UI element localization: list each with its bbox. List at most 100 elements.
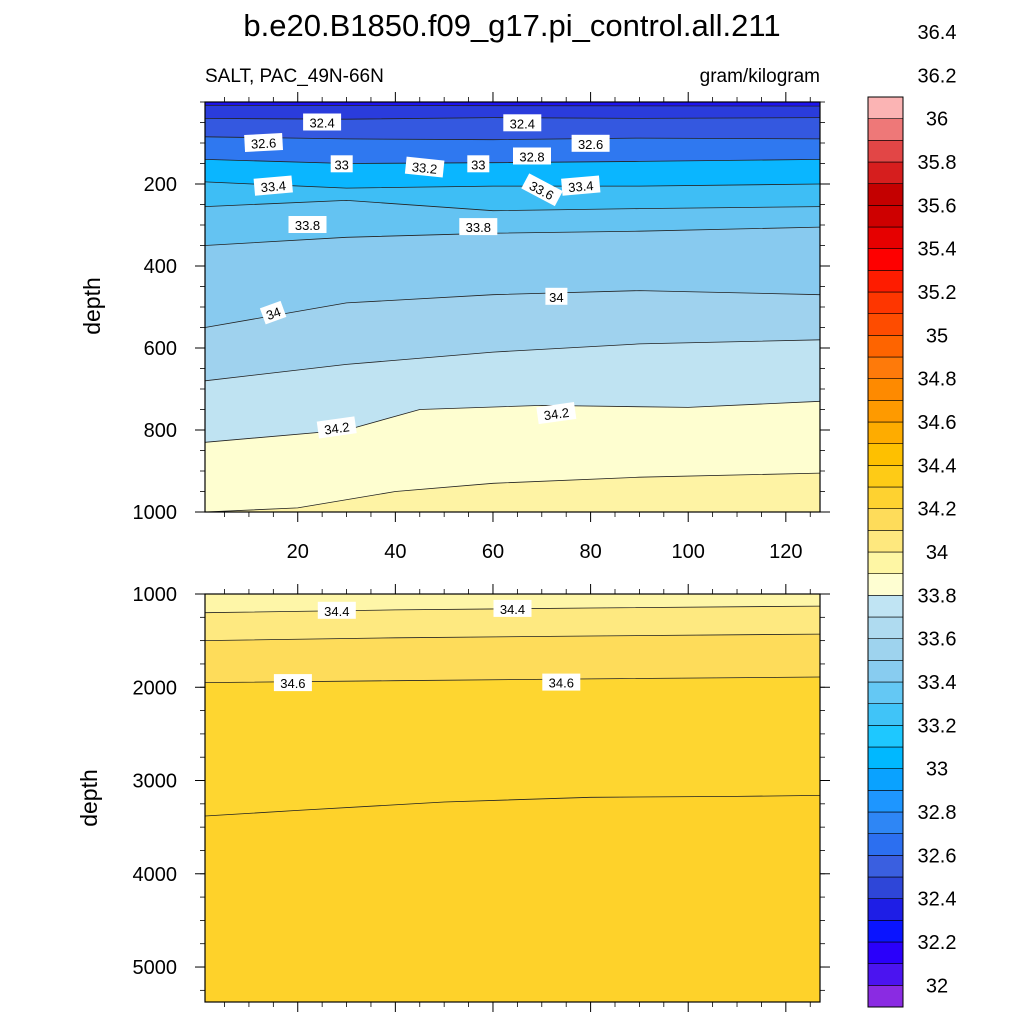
colorbar-tick-label: 35.4 [918,239,957,261]
colorbar-swatch [867,876,904,899]
colorbar-swatch [867,421,904,444]
colorbar-swatch [867,248,904,271]
upper-contour-label-text: 32.4 [510,116,535,131]
lower-y-tick-label: 5000 [133,957,178,979]
colorbar-swatch [867,205,904,228]
upper-contour-label: 33.2 [404,156,445,178]
colorbar-frame [867,96,904,1008]
upper-contour-label: 32.4 [503,114,542,132]
colorbar-swatch [867,790,904,813]
colorbar-tick-label: 36.2 [918,65,957,87]
colorbar-swatch [867,291,904,314]
colorbar-tick-label: 35.8 [918,152,957,174]
colorbar-tick-label: 32.4 [918,889,957,911]
colorbar-swatch [867,161,904,184]
upper-contour-label-text: 33 [471,157,485,172]
colorbar-swatch [867,465,904,488]
left-subtitle: SALT, PAC_49N-66N [205,66,384,87]
colorbar: 32 32.2 32.4 32.6 32.8 33 33.2 33.4 33.6 33.8 34 34… [867,22,957,1008]
colorbar-swatch [867,530,904,553]
upper-contour-label: 34.2 [316,416,357,439]
colorbar-swatch [867,335,904,358]
colorbar-swatch [867,226,904,249]
upper-contour-band [205,102,820,120]
colorbar-swatch [867,551,904,574]
lower-contour-label-text: 34.4 [324,604,349,619]
upper-contour-label-text: 32.6 [251,135,277,151]
colorbar-swatch [867,378,904,401]
upper-x-tick-label: 120 [769,541,802,563]
upper-contour-line [205,181,820,189]
upper-x-tick-label: 80 [579,541,601,563]
upper-contour-label-text: 34.2 [323,419,350,437]
colorbar-swatch [867,270,904,293]
upper-contour-label: 32.4 [303,113,342,131]
lower-contour-label-text: 34.6 [549,676,574,691]
upper-contour-label: 33.4 [561,175,601,196]
colorbar-swatch [867,313,904,336]
upper-contour-label-text: 33.4 [568,178,595,195]
upper-contour-band [205,102,820,107]
colorbar-swatch [867,833,904,856]
lower-y-tick-label: 1000 [133,584,178,606]
upper-x-tick-label: 40 [384,541,406,563]
colorbar-swatch [867,703,904,726]
colorbar-swatch [867,855,904,878]
upper-contour-label-text: 32.6 [578,137,603,152]
colorbar-swatch [867,920,904,943]
lower-panel-frame [204,593,821,1003]
colorbar-tick-label: 33.8 [918,585,957,607]
colorbar-swatch [867,96,904,119]
upper-contour-label-text: 33.2 [411,159,438,177]
colorbar-swatch [867,725,904,748]
lower-contour-label: 34.6 [273,674,312,692]
colorbar-swatch [867,356,904,379]
lower-contour-label: 34.4 [317,601,356,619]
colorbar-tick-label: 32.8 [918,802,957,824]
upper-contour-label-text: 33.8 [466,220,491,235]
colorbar-swatch [867,768,904,791]
colorbar-swatch [867,941,904,964]
upper-contour-label: 33.8 [459,218,498,236]
colorbar-tick-label: 35.2 [918,282,957,304]
upper-contour-label: 32.8 [513,147,551,165]
lower-contour-label: 34.4 [493,599,532,617]
upper-y-tick-label: 400 [144,256,177,278]
colorbar-tick-label: 33 [926,759,948,781]
lower-contour-label: 34.6 [542,673,581,691]
colorbar-swatch [867,508,904,531]
lower-contour-label-text: 34.4 [500,602,525,617]
upper-contour-label: 34 [545,287,568,305]
colorbar-swatch [867,400,904,423]
colorbar-tick-label: 34 [926,542,948,564]
upper-contour-label-text: 32.8 [519,150,544,165]
lower-panel-ylabel: depth [76,769,102,827]
upper-contour-label: 32.6 [244,133,283,152]
colorbar-tick-label: 32 [926,975,948,997]
upper-contour-label: 32.6 [571,134,610,152]
upper-contour-line [205,339,820,382]
colorbar-tick-label: 33.2 [918,715,957,737]
colorbar-tick-label: 33.6 [918,629,957,651]
colorbar-tick-label: 36 [926,109,948,131]
colorbar-swatch [867,573,904,596]
colorbar-swatch [867,985,904,1008]
upper-contour-label-text: 32.4 [309,116,334,131]
colorbar-tick-label: 33.4 [918,672,957,694]
upper-contour-line [205,159,820,164]
upper-panel-ylabel: depth [79,277,105,335]
colorbar-swatch [867,595,904,618]
right-subtitle: gram/kilogram [700,66,820,87]
colorbar-tick-label: 32.2 [918,932,957,954]
colorbar-swatch [867,486,904,509]
upper-contour-line [205,472,820,512]
upper-y-tick-label: 1000 [133,502,178,524]
colorbar-swatch [867,746,904,769]
upper-contour-label: 33.4 [253,175,293,196]
upper-contour-label-text: 34 [264,304,283,323]
colorbar-tick-label: 35.6 [918,195,957,217]
lower-contour-line [205,795,820,817]
lower-contour-line [205,633,820,641]
